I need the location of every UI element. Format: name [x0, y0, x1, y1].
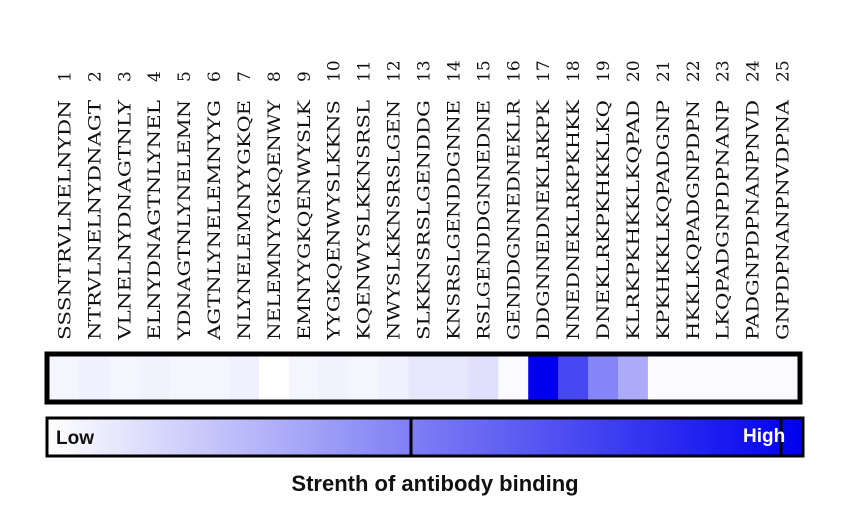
peptide-index-label: 12 [385, 60, 405, 82]
peptide-index-label: 3 [115, 71, 135, 82]
heat-cell-22 [677, 356, 709, 400]
heat-cell-25 [767, 356, 799, 400]
peptide-index-label: 5 [175, 71, 195, 82]
color-scale-bar: Low High [45, 416, 805, 458]
heat-cell-2 [79, 356, 110, 400]
peptide-sequence-label: KLRKPKHKKLKQPAD [624, 100, 643, 340]
peptide-sequence-label: ELNYDNAGTNLYNEL [145, 100, 164, 340]
peptide-sequence-label: SLKKNSRSLGENDDG [415, 100, 434, 340]
peptide-sequence-label: NWYSLKKNSRSLGEN [385, 100, 404, 340]
peptide-sequence-label: NLYNELEMNYYGKQE [235, 100, 254, 340]
heat-cell-1 [49, 356, 81, 400]
heat-cell-13 [408, 356, 440, 400]
heatmap-strip [49, 356, 799, 400]
heat-cell-19 [588, 356, 619, 400]
peptide-sequence-label: LKQPADGNPDPNANP [714, 100, 733, 340]
heat-cell-20 [617, 356, 649, 400]
peptide-sequence-label: KQENWYSLKKNSRSL [355, 100, 374, 340]
heat-cell-5 [169, 356, 200, 400]
peptide-index-label: 2 [85, 71, 105, 82]
peptide-sequence-label: DDGNNEDNEKLRKPK [534, 99, 553, 340]
peptide-index-label: 23 [714, 60, 734, 82]
peptide-sequence-label: VLNELNYDNAGTNLY [115, 99, 134, 342]
peptide-sequence-label: EMNYYGKQENWYSLK [295, 99, 314, 340]
peptide-index-label: 24 [744, 60, 764, 82]
peptide-index-label: 10 [325, 60, 345, 82]
heat-cell-15 [468, 356, 499, 400]
peptide-sequence-label: GENDDGNNEDNEKLR [504, 99, 523, 340]
heat-cell-21 [647, 356, 679, 400]
peptide-index-label: 25 [774, 60, 794, 82]
peptide-index-label: 9 [295, 71, 315, 82]
peptide-index-label: 14 [444, 60, 464, 82]
scale-low-label: Low [56, 428, 94, 449]
peptide-sequence-label: SSSNTRVLNELNYDN [55, 100, 74, 340]
heat-cell-18 [558, 356, 589, 400]
peptide-index-label: 19 [594, 60, 614, 82]
peptide-index-label: 18 [564, 60, 584, 82]
heat-cell-9 [288, 356, 320, 400]
peptide-labels: SSSNTRVLNELNYDN 1 NTRVLNELNYDNAGT 2 VLNELNYD… [55, 60, 793, 341]
peptide-index-label: 22 [684, 60, 704, 82]
peptide-index-label: 15 [474, 60, 494, 82]
peptide-index-label: 7 [235, 71, 255, 82]
heat-cell-7 [229, 356, 260, 400]
peptide-sequence-label: AGTNLYNELEMNYYG [205, 100, 224, 341]
peptide-sequence-label: NTRVLNELNYDNAGT [85, 100, 104, 340]
scale-gradient [45, 416, 805, 458]
peptide-index-label: 16 [504, 60, 524, 82]
heatmap-border [44, 351, 803, 405]
heat-cell-17 [528, 356, 559, 400]
heat-cell-24 [737, 356, 769, 400]
peptide-index-label: 11 [355, 60, 375, 82]
peptide-index-label: 20 [624, 60, 644, 82]
peptide-sequence-label: KPKHKKLKQPADGNP [654, 100, 673, 340]
peptide-sequence-label: YYGKQENWYSLKKNS [325, 100, 344, 341]
peptide-sequence-label: NNEDNEKLRKPKHKK [564, 99, 583, 340]
heat-cell-8 [258, 356, 290, 400]
peptide-sequence-label: HKKLKQPADGNPDPN [684, 100, 703, 340]
heat-cell-14 [438, 356, 469, 400]
peptide-index-label: 4 [145, 71, 165, 82]
peptide-index-label: 6 [205, 71, 225, 82]
heat-cell-23 [707, 356, 739, 400]
peptide-index-label: 13 [415, 60, 435, 82]
peptide-index-label: 21 [654, 60, 674, 82]
peptide-sequence-label: RSLGENDDGNNEDNE [474, 100, 493, 340]
peptide-sequence-label: NELEMNYYGKQENWY [265, 99, 284, 340]
peptide-index-label: 8 [265, 71, 285, 82]
scale-high-label: High [743, 426, 785, 447]
heat-cell-11 [348, 356, 380, 400]
heat-cell-4 [139, 356, 170, 400]
peptide-index-label: 17 [534, 60, 554, 82]
chart-caption: Strenth of antibody binding [291, 471, 578, 496]
peptide-sequence-label: KNSRSLGENDDGNNE [444, 100, 463, 340]
peptide-sequence-label: GNPDPNANPNVDPNA [774, 99, 793, 340]
heat-cell-12 [378, 356, 410, 400]
peptide-sequence-label: YDNAGTNLYNELEMN [175, 100, 194, 341]
heat-cell-16 [498, 356, 529, 400]
heat-cell-10 [318, 356, 350, 400]
peptide-index-label: 1 [55, 71, 75, 82]
heat-cell-3 [109, 356, 140, 400]
peptide-sequence-label: DNEKLRKPKHKKLKQ [594, 100, 613, 340]
heat-cell-6 [199, 356, 230, 400]
peptide-sequence-label: PADGNPDPNANPNVD [744, 100, 763, 340]
